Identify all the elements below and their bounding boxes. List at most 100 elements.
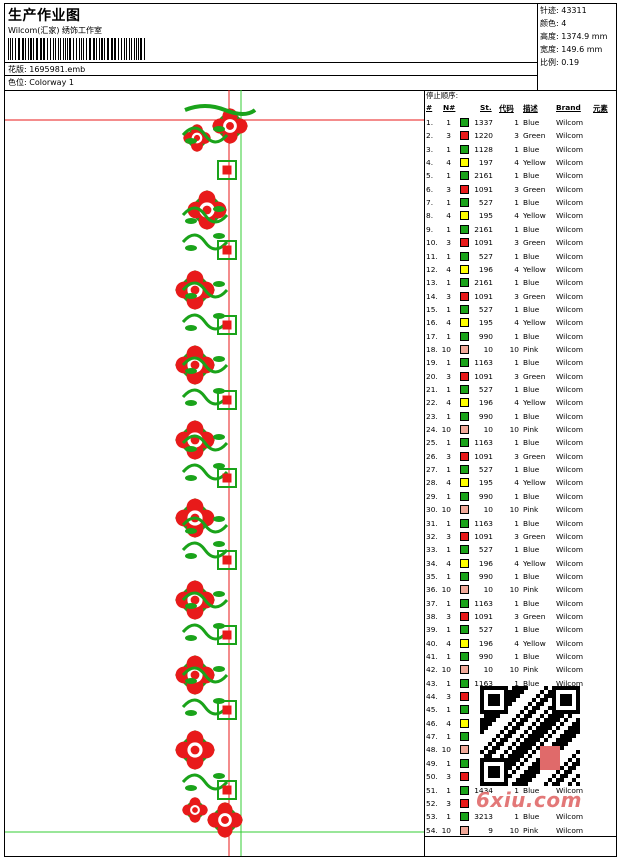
- stop-row: 48. 10: [425, 743, 616, 756]
- qr-module: [572, 734, 576, 738]
- qr-module: [556, 742, 560, 746]
- thread-brand: Wilcom: [556, 251, 584, 261]
- qr-module: [488, 718, 492, 722]
- qr-module: [528, 738, 532, 742]
- needle-number: 1: [446, 705, 451, 715]
- vine-leaf: [213, 773, 225, 779]
- stop-row: 45. 1: [425, 703, 616, 716]
- qr-module: [520, 746, 524, 750]
- qr-module: [524, 706, 528, 710]
- color-swatch: [460, 625, 469, 635]
- qr-module: [540, 702, 544, 706]
- qr-module: [544, 722, 548, 726]
- stop-index: 52.: [426, 798, 438, 808]
- color-code: 10: [509, 665, 519, 675]
- qr-module: [528, 714, 532, 718]
- color-swatch: [460, 798, 469, 808]
- color-swatch: [460, 144, 469, 154]
- stat-label: 宽度:: [540, 45, 559, 54]
- stop-index: 14.: [426, 291, 438, 301]
- stop-row: 6. 3 1091 3 Green Wilcom: [425, 183, 616, 196]
- qr-module: [512, 754, 516, 758]
- stop-row: 27. 1 527 1 Blue Wilcom: [425, 463, 616, 476]
- qr-module: [532, 710, 536, 714]
- color-code: 4: [514, 211, 519, 221]
- needle-number: 4: [446, 638, 451, 648]
- motif-square-center: [222, 320, 232, 330]
- motif-square: [217, 160, 237, 180]
- stop-row: 17. 1 990 1 Blue Wilcom: [425, 330, 616, 343]
- barcode-bar: [134, 38, 135, 60]
- qr-module: [520, 778, 524, 782]
- qr-module: [512, 698, 516, 702]
- color-code: 1: [514, 224, 519, 234]
- qr-module: [508, 694, 512, 698]
- color-swatch: [460, 825, 469, 835]
- motif-square: [217, 780, 237, 800]
- qr-module: [572, 766, 576, 770]
- color-code: 1: [514, 304, 519, 314]
- qr-module: [524, 774, 528, 778]
- qr-module: [576, 722, 580, 726]
- stitch-count: 1163: [474, 598, 493, 608]
- vine: [181, 698, 229, 716]
- stat-value: 149.6 mm: [561, 45, 603, 54]
- qr-module: [540, 726, 544, 730]
- stitch-count: 527: [478, 304, 493, 314]
- qr-module: [564, 762, 568, 766]
- qr-module: [504, 734, 508, 738]
- flower-center: [190, 745, 200, 755]
- qr-module: [528, 746, 532, 750]
- qr-module: [568, 766, 572, 770]
- stop-index: 21.: [426, 385, 438, 394]
- color-code: 1: [514, 625, 519, 635]
- color-code: 1: [514, 144, 519, 154]
- col-header-st: St.: [480, 103, 492, 112]
- qr-module: [572, 762, 576, 766]
- needle-number: 1: [446, 438, 451, 448]
- color-code: 4: [514, 398, 519, 408]
- stop-index: 47.: [426, 732, 438, 742]
- vine: [184, 104, 257, 116]
- stop-row: 54. 10 9 10 Pink Wilcom: [425, 824, 616, 837]
- thread-brand: Wilcom: [556, 478, 584, 488]
- motif-square-center: [222, 245, 232, 255]
- qr-module: [536, 738, 540, 742]
- thread-brand: Wilcom: [556, 224, 584, 234]
- flower-center: [190, 670, 200, 680]
- color-description: Blue: [523, 491, 540, 501]
- needle-number: 1: [446, 331, 451, 341]
- divider: [425, 836, 616, 837]
- stat-value: 1374.9 mm: [561, 32, 608, 41]
- qr-module: [552, 718, 556, 722]
- needle-number: 1: [446, 518, 451, 528]
- color-description: Green: [523, 451, 546, 461]
- stitch-count: 196: [478, 638, 493, 648]
- color-description: Blue: [523, 304, 540, 314]
- qr-module: [532, 734, 536, 738]
- stat-row: 高度: 1374.9 mm: [538, 30, 616, 43]
- needle-number: 3: [446, 798, 451, 808]
- qr-module: [492, 750, 496, 754]
- barcode-bar: [22, 38, 24, 60]
- qr-module: [508, 762, 512, 766]
- colorway-value: Colorway 1: [29, 78, 74, 87]
- qr-module: [488, 754, 492, 758]
- thread-brand: Wilcom: [556, 238, 584, 248]
- thread-brand: Wilcom: [556, 398, 584, 408]
- stop-index: 24.: [426, 425, 438, 435]
- color-swatch: [460, 158, 469, 168]
- color-swatch: [460, 692, 469, 702]
- qr-module: [532, 722, 536, 726]
- needle-number: 1: [446, 598, 451, 608]
- colorway-label: 色位:: [8, 78, 27, 87]
- qr-module: [508, 746, 512, 750]
- color-swatch: [460, 745, 469, 755]
- qr-module: [508, 774, 512, 778]
- color-code: 3: [514, 131, 519, 141]
- stitch-count: 1091: [474, 611, 493, 621]
- stop-index: 43.: [426, 678, 438, 688]
- qr-module: [536, 770, 540, 774]
- color-code: 1: [514, 518, 519, 528]
- stitch-count: 1220: [474, 131, 493, 141]
